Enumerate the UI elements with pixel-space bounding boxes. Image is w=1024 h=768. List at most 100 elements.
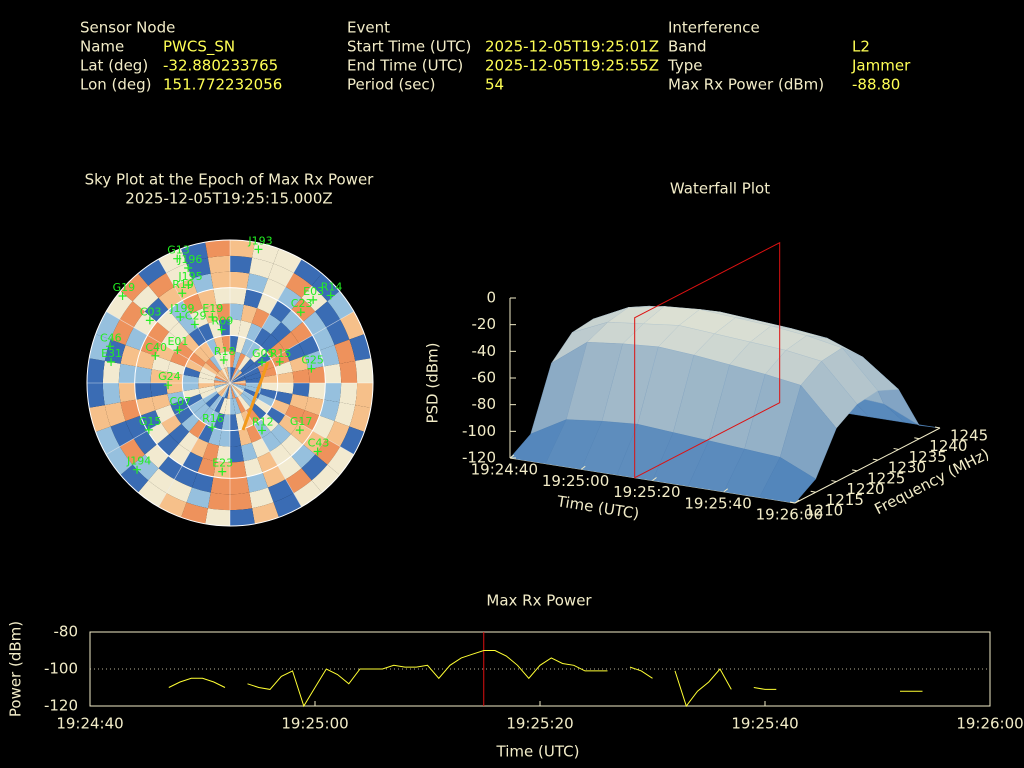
y-tick-label: 1230	[888, 459, 926, 477]
sky-background-cell	[230, 351, 236, 368]
sky-background-cell	[308, 366, 326, 383]
sky-background-cell	[340, 426, 365, 455]
sky-background-cell	[213, 287, 230, 305]
sky-background-cell	[271, 351, 290, 367]
satellite-marker	[133, 465, 142, 474]
sky-background-cell	[216, 303, 230, 321]
sky-background-cell	[230, 476, 250, 495]
satellite-label: R18	[214, 345, 236, 358]
x-tick-label: 19:25:20	[506, 715, 573, 733]
sky-background-cell	[120, 345, 141, 367]
sky-background-cell	[216, 372, 230, 383]
sky-background-cell	[281, 310, 303, 332]
sky-background-cell	[148, 468, 175, 494]
sky-background-cell	[319, 345, 340, 367]
satellite-label: R09	[212, 315, 234, 328]
satellite-marker	[105, 342, 114, 351]
sky-background-cell	[214, 396, 225, 413]
sky-background-cell	[167, 391, 186, 405]
waterfall-plot: 0-20-40-60-80-100-12019:24:4019:25:0019:…	[424, 241, 992, 524]
satellite-marker	[173, 254, 182, 263]
sky-background-cell	[304, 396, 324, 416]
sky-background-cell	[198, 383, 215, 389]
sky-background-cell	[106, 291, 133, 320]
chart-title: Waterfall Plot	[670, 180, 770, 198]
sky-background-cell	[181, 242, 208, 264]
sky-background-cell	[120, 399, 141, 421]
satellite-label: E31	[101, 347, 122, 360]
sky-background-cell	[199, 341, 215, 359]
section-title: Sensor Node	[80, 19, 175, 37]
sky-background-cell	[230, 255, 253, 274]
y-tick-label: 1220	[846, 480, 884, 498]
sky-background-cell	[210, 476, 230, 495]
satellite-label: R15	[270, 347, 292, 360]
y-tick	[852, 469, 858, 472]
sky-background-cell	[349, 334, 371, 361]
sky-background-cell	[89, 405, 111, 432]
x-tick	[652, 477, 657, 481]
x-axis-label: Time (UTC)	[496, 743, 580, 761]
sky-background-cell	[230, 383, 244, 394]
sky-background-cell	[355, 383, 373, 408]
sky-background-cell	[190, 308, 209, 328]
x-tick-label: 19:24:40	[56, 715, 123, 733]
sky-background-cell	[198, 385, 216, 394]
sky-background-cell	[224, 383, 230, 399]
sky-background-cell	[132, 454, 159, 481]
sky-background-cell	[214, 383, 230, 389]
sky-background-cell	[102, 360, 121, 383]
satellite-marker	[275, 357, 284, 366]
satellite-label: G17	[290, 415, 313, 428]
sky-background-cell	[349, 405, 371, 432]
sky-background-cell	[291, 297, 316, 322]
sky-background-cell	[120, 464, 149, 493]
sky-background-cell	[185, 359, 203, 373]
field-value: Jammer	[851, 57, 911, 75]
sky-background-cell	[198, 424, 214, 443]
sky-background-cell	[244, 372, 262, 381]
satellite-marker	[295, 426, 304, 435]
field-value: -32.880233765	[163, 57, 278, 75]
sky-background-cell	[186, 257, 211, 279]
satellite-label: R12	[252, 415, 274, 428]
sky-background-cell	[175, 342, 194, 360]
sky-background-cell	[334, 339, 356, 364]
satellite-label: E23	[212, 457, 233, 470]
sky-background-cell	[254, 398, 272, 414]
sky-background-cell	[230, 319, 241, 337]
sky-background-cell	[224, 398, 230, 415]
sky-background-cell	[207, 255, 230, 274]
sky-background-cell	[134, 366, 152, 383]
sky-background-cell	[252, 502, 279, 524]
sky-background-cell	[274, 391, 293, 405]
sky-background-cell	[319, 399, 340, 421]
sky-background-cell	[276, 383, 294, 394]
sky-background-cell	[120, 273, 149, 302]
sky-background-cell	[230, 383, 241, 397]
sky-background-cell	[185, 393, 203, 407]
x-tick-label: 19:26:00	[956, 715, 1023, 733]
y-axis-label: Power (dBm)	[7, 621, 25, 717]
sky-background-cell	[181, 334, 200, 353]
sky-background-cell	[270, 322, 291, 343]
satellite-marker	[173, 346, 182, 355]
sky-background-cell	[87, 383, 105, 408]
sky-background-cell	[327, 291, 354, 320]
sky-background-cell	[150, 369, 168, 383]
sky-background-cell	[192, 273, 214, 294]
sky-background-cell	[249, 257, 274, 279]
sky-background-cell	[273, 248, 302, 273]
x-tick	[723, 488, 729, 493]
satellite-marker	[219, 355, 228, 364]
x-tick-label: 19:25:00	[542, 472, 609, 490]
sky-background-cell	[230, 508, 255, 526]
sky-background-cell	[214, 380, 230, 383]
sky-background-cell	[214, 383, 230, 386]
sky-background-cell	[221, 414, 230, 431]
y-tick	[810, 490, 816, 493]
sky-background-cell	[110, 421, 134, 447]
sky-background-cell	[301, 285, 328, 312]
